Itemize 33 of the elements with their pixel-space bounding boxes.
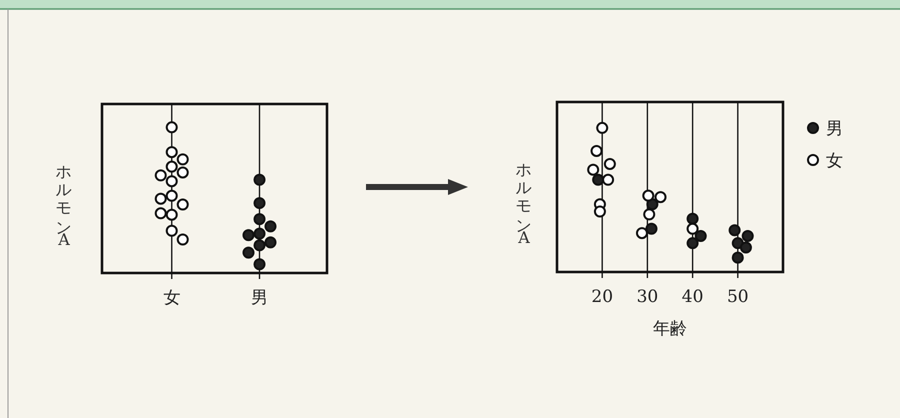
x-tick-label: 20	[591, 287, 614, 307]
point	[686, 222, 699, 235]
point	[642, 190, 654, 202]
y-axis-title: ホルモンA	[514, 152, 534, 248]
x-tick-label: 50	[726, 287, 749, 307]
legend-item: 男	[807, 119, 843, 139]
point	[645, 222, 658, 235]
point	[686, 237, 699, 250]
x-tick-label: 男	[251, 288, 268, 308]
x-tick-label: 30	[636, 287, 658, 307]
point	[732, 252, 744, 264]
point	[594, 205, 606, 218]
legend-item: 女	[807, 151, 843, 171]
point	[587, 164, 600, 176]
point	[742, 230, 754, 242]
point	[592, 174, 604, 186]
y-axis-title: ホルモンA	[54, 154, 74, 250]
point	[643, 208, 656, 220]
legend-label: 男	[826, 119, 843, 139]
x-tick-label: 女	[163, 288, 180, 308]
x-axis-title: 年齢	[653, 319, 687, 339]
legend-label: 女	[826, 151, 843, 171]
point	[728, 224, 741, 236]
point	[686, 212, 699, 225]
point	[590, 144, 603, 157]
point	[636, 227, 648, 240]
point	[596, 122, 608, 134]
x-tick-label: 40	[682, 287, 704, 307]
point	[602, 174, 614, 186]
point	[654, 191, 667, 204]
point	[694, 230, 707, 242]
point	[740, 242, 752, 254]
point	[604, 158, 616, 170]
